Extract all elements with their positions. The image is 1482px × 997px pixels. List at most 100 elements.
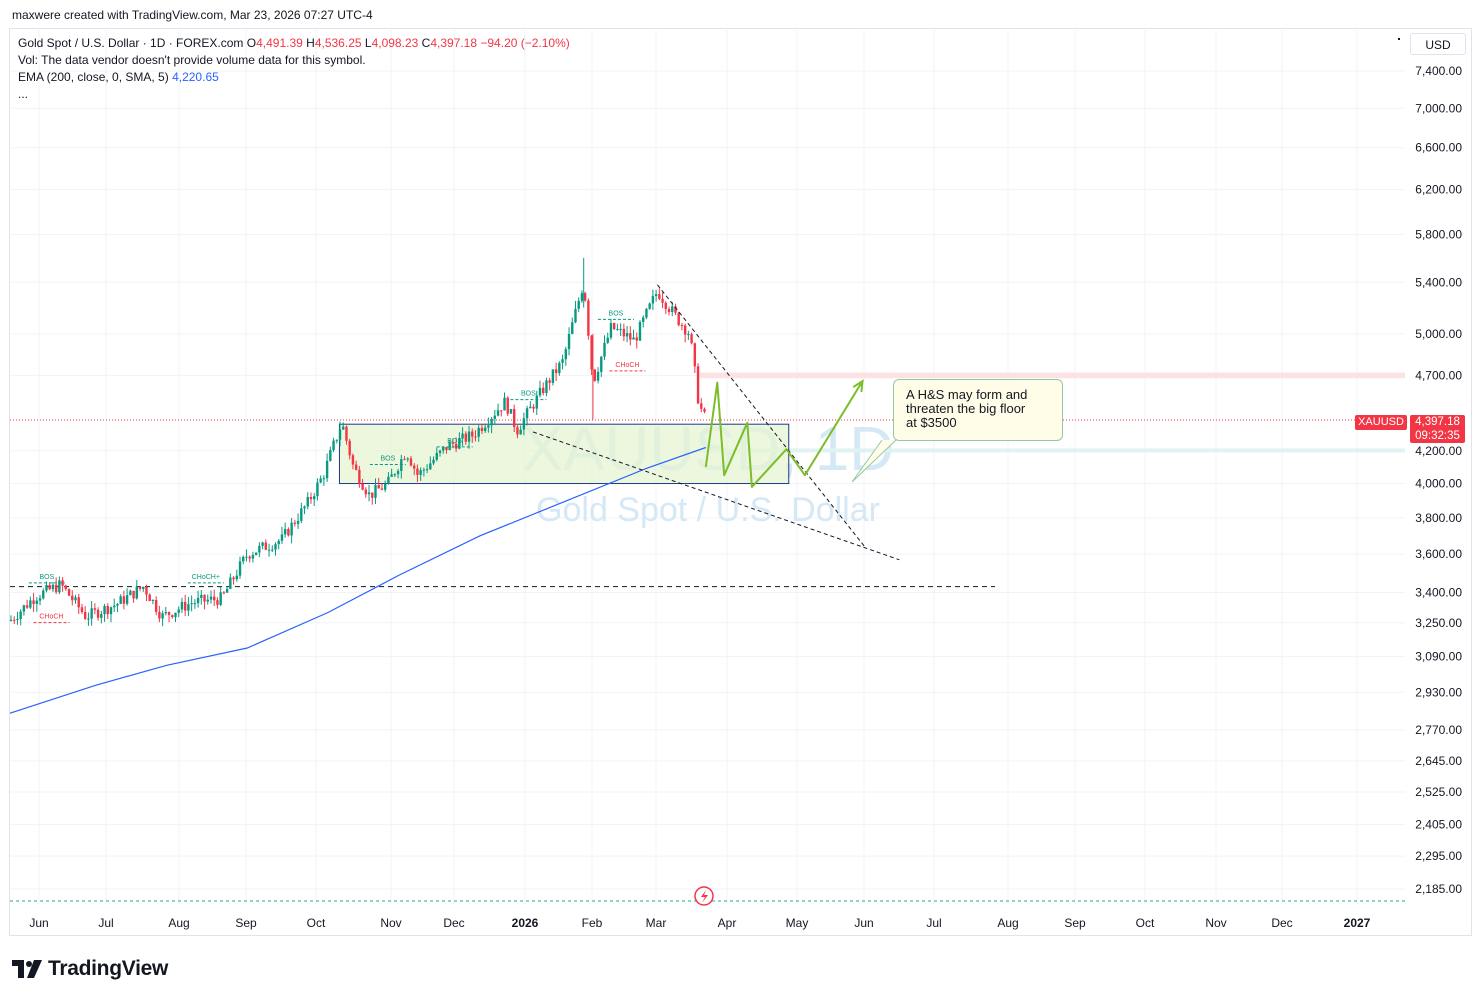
projection-line — [704, 380, 864, 488]
candle-body — [142, 587, 145, 589]
candle-body — [425, 469, 429, 471]
y-tick-label: 2,405.00 — [1415, 818, 1462, 832]
candle-body — [406, 458, 409, 460]
ema-row[interactable]: EMA (200, close, 0, SMA, 5) 4,220.65 — [18, 69, 570, 86]
candle-body — [138, 586, 142, 589]
last-price-value: 4,397.18 — [1415, 416, 1460, 428]
watermark-name: Gold Spot / U.S. Dollar — [536, 491, 880, 529]
candle-body — [683, 325, 687, 335]
ema200-line — [9, 446, 706, 714]
candle-body — [506, 397, 509, 414]
y-tick-label: 3,600.00 — [1415, 547, 1462, 561]
x-tick-label: Sep — [235, 916, 257, 930]
ema-value: 4,220.65 — [172, 70, 219, 84]
horizontal-levels — [10, 419, 1405, 588]
candle-body — [332, 440, 335, 451]
candle-body — [700, 403, 703, 409]
candle-body — [35, 600, 39, 604]
candle-body — [448, 442, 451, 451]
candle-body — [538, 387, 542, 396]
smc-label: CHoCH — [39, 614, 63, 621]
candle-body — [219, 592, 222, 605]
candle-body — [245, 556, 248, 558]
candle-body — [654, 294, 658, 297]
tradingview-logo[interactable]: TradingView — [12, 957, 168, 981]
lightning-icon[interactable] — [694, 886, 714, 906]
candle-body — [522, 418, 526, 430]
candle-body — [612, 323, 616, 330]
candle-body — [422, 469, 426, 471]
candle-body — [109, 607, 113, 615]
candle-body — [132, 590, 135, 599]
smc-label: CHoCH — [615, 362, 639, 369]
candle-body — [390, 474, 393, 477]
x-tick-label: Dec — [1271, 916, 1292, 930]
x-tick-label: Nov — [380, 916, 401, 930]
candle-body — [596, 371, 600, 381]
y-tick-label: 5,800.00 — [1415, 227, 1462, 241]
candle-body — [348, 440, 351, 456]
candle-body — [593, 369, 597, 381]
candle-body — [206, 599, 209, 602]
low-value: 4,098.23 — [371, 36, 419, 50]
candle-body — [374, 485, 377, 498]
resistance-band-rect — [700, 372, 1405, 379]
x-tick-label: Jun — [29, 916, 48, 930]
ohlc-row[interactable]: Gold Spot / U.S. Dollar · 1D · FOREX.com… — [18, 36, 570, 50]
candle-body — [458, 438, 461, 449]
candle-body — [651, 296, 655, 304]
candle-body — [213, 596, 216, 601]
chart-legend: Gold Spot / U.S. Dollar · 1D · FOREX.com… — [18, 35, 570, 103]
candle-body — [487, 425, 490, 428]
time-axis: Jun Jul Aug Sep Oct Nov Dec 2026 Feb Mar Apr May Jun… — [10, 900, 1405, 930]
x-tick-label: Aug — [168, 916, 189, 930]
candle-body — [122, 596, 126, 604]
candle-body — [690, 334, 693, 344]
candle-body — [242, 556, 245, 562]
candle-body — [148, 594, 151, 602]
candle-body — [490, 418, 493, 426]
candle-body — [503, 397, 506, 411]
candle-body — [658, 294, 661, 299]
candle-body — [432, 459, 435, 464]
candle-body — [664, 302, 667, 309]
candle-body — [500, 410, 503, 412]
annotation-callout[interactable]: A H&S may form and threaten the big floo… — [893, 379, 1063, 441]
candle-body — [300, 508, 303, 521]
candle-body — [271, 549, 274, 551]
candle-body — [180, 601, 184, 610]
candle-body — [703, 408, 706, 412]
candle-body — [293, 522, 297, 524]
candle-body — [183, 601, 187, 611]
price-axis: 7,400.00 7,000.00 6,600.00 6,200.00 5,800.00… — [1415, 64, 1462, 896]
candle-body — [96, 609, 100, 618]
candle-body — [354, 464, 358, 470]
candle-body — [106, 606, 109, 615]
resistance-band — [700, 372, 1405, 453]
candle-body — [25, 605, 29, 608]
candle-body — [248, 556, 251, 559]
volume-row[interactable]: Vol: The data vendor doesn't provide vol… — [18, 53, 366, 67]
candle-body — [264, 542, 268, 550]
candle-body — [316, 482, 319, 497]
candle-body — [232, 577, 235, 580]
candle-body — [367, 492, 371, 495]
candle-body — [403, 459, 406, 461]
candle-body — [580, 293, 584, 301]
candle-body — [693, 343, 697, 367]
candle-body — [429, 463, 432, 470]
candle-body — [329, 450, 332, 461]
candle-body — [642, 317, 645, 323]
candle-body — [71, 595, 74, 601]
currency-selector[interactable]: USD — [1410, 33, 1466, 55]
candle-body — [548, 380, 551, 383]
candle-body — [532, 406, 535, 409]
candle-body — [438, 450, 442, 453]
candle-body — [103, 606, 106, 615]
candle-body — [32, 600, 35, 604]
legend-more-button[interactable]: ... — [18, 87, 29, 101]
y-tick-label: 5,400.00 — [1415, 275, 1462, 289]
y-tick-label: 3,800.00 — [1415, 511, 1462, 525]
candle-body — [667, 308, 671, 312]
